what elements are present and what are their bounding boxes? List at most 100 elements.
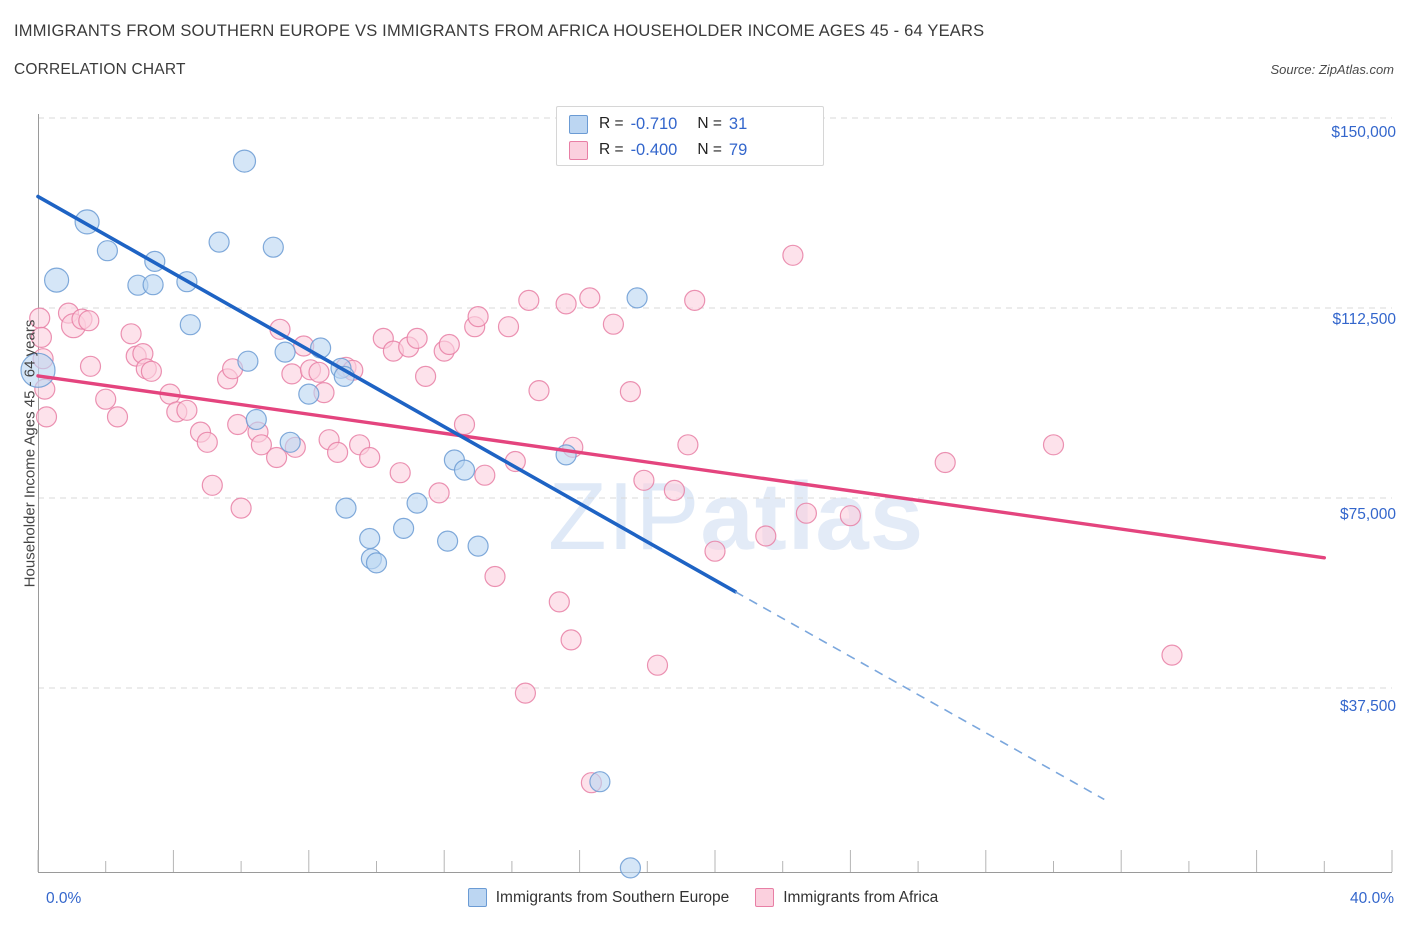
- data-point[interactable]: [250, 434, 272, 456]
- stats-n-value-blue: 31: [728, 114, 748, 133]
- y-tick-112500: $112,500: [1332, 311, 1397, 328]
- data-point[interactable]: [467, 306, 489, 328]
- data-point[interactable]: [327, 441, 349, 463]
- data-point[interactable]: [232, 149, 257, 173]
- data-point[interactable]: [35, 406, 58, 428]
- data-point[interactable]: [298, 383, 320, 405]
- data-point[interactable]: [30, 326, 53, 348]
- data-point[interactable]: [782, 244, 804, 266]
- correlation-stats-box: R = -0.710 N = 31 R = -0.400 N = 79: [556, 106, 824, 166]
- data-point[interactable]: [514, 682, 537, 704]
- data-point[interactable]: [438, 333, 460, 356]
- data-point[interactable]: [176, 399, 198, 421]
- series-immigrants-from-southern-europe: [20, 149, 648, 879]
- trendline-africa: [36, 374, 1327, 560]
- y-axis-title: Householder Income Ages 45 - 64 years: [21, 319, 39, 588]
- data-point[interactable]: [245, 408, 267, 431]
- data-point[interactable]: [262, 236, 284, 258]
- trendline-southern-europe-projection: [734, 591, 1105, 801]
- source-label: Source: ZipAtlas.com: [1270, 62, 1394, 77]
- stats-row-blue: R = -0.710 N = 31: [569, 111, 815, 137]
- data-point[interactable]: [279, 431, 301, 453]
- stats-row-pink: R = -0.400 N = 79: [569, 137, 815, 163]
- data-point[interactable]: [548, 591, 570, 613]
- data-point[interactable]: [497, 316, 520, 338]
- data-point[interactable]: [406, 492, 428, 514]
- data-point[interactable]: [646, 654, 669, 676]
- data-point[interactable]: [95, 388, 117, 410]
- data-point[interactable]: [795, 502, 818, 524]
- chart-subtitle: CORRELATION CHART: [14, 61, 186, 78]
- data-point[interactable]: [365, 552, 388, 574]
- data-point[interactable]: [704, 540, 726, 562]
- data-point[interactable]: [602, 313, 625, 335]
- data-point[interactable]: [79, 355, 102, 377]
- data-point[interactable]: [389, 462, 411, 484]
- data-point[interactable]: [677, 434, 699, 456]
- data-point[interactable]: [626, 287, 648, 309]
- y-tick-150000: $150,000: [1331, 124, 1396, 141]
- data-point[interactable]: [179, 314, 201, 336]
- y-tick-37500: $37,500: [1339, 698, 1396, 715]
- data-point[interactable]: [633, 469, 655, 491]
- stats-n-value-pink: 79: [728, 140, 748, 159]
- data-point[interactable]: [579, 287, 601, 309]
- data-point[interactable]: [393, 517, 415, 540]
- data-point[interactable]: [755, 525, 777, 547]
- data-point[interactable]: [266, 446, 288, 469]
- data-point[interactable]: [140, 360, 162, 382]
- data-point[interactable]: [589, 771, 611, 793]
- data-point[interactable]: [437, 530, 459, 552]
- data-point[interactable]: [359, 527, 381, 550]
- data-point[interactable]: [619, 857, 642, 879]
- data-point[interactable]: [474, 464, 496, 486]
- x-tick-min: 0.0%: [46, 890, 82, 907]
- data-point[interactable]: [230, 497, 252, 519]
- data-point[interactable]: [120, 323, 142, 345]
- data-point[interactable]: [142, 274, 164, 296]
- data-point[interactable]: [453, 413, 476, 436]
- stats-n-label-blue: N =: [697, 115, 722, 132]
- stats-swatch-blue-icon: [569, 114, 588, 134]
- data-point[interactable]: [201, 474, 223, 496]
- data-point[interactable]: [208, 231, 230, 253]
- data-point[interactable]: [528, 380, 550, 402]
- data-point[interactable]: [359, 446, 381, 469]
- data-point[interactable]: [555, 293, 577, 315]
- data-point[interactable]: [428, 482, 450, 504]
- data-point[interactable]: [96, 240, 119, 262]
- data-point[interactable]: [415, 365, 437, 387]
- data-point[interactable]: [560, 629, 582, 651]
- data-point[interactable]: [78, 310, 100, 332]
- data-point[interactable]: [237, 350, 259, 372]
- data-point[interactable]: [518, 289, 540, 311]
- data-point[interactable]: [196, 431, 218, 453]
- data-point[interactable]: [467, 535, 489, 557]
- stats-r-value-blue: -0.710: [630, 114, 678, 133]
- stats-swatch-pink-icon: [569, 140, 588, 160]
- data-point[interactable]: [308, 361, 330, 383]
- data-point[interactable]: [453, 459, 476, 481]
- data-point[interactable]: [684, 289, 706, 311]
- data-point[interactable]: [335, 497, 357, 519]
- y-tick-75000: $75,000: [1339, 506, 1396, 523]
- data-point[interactable]: [839, 505, 862, 527]
- x-tick-max: 40.0%: [1350, 890, 1394, 907]
- data-point[interactable]: [934, 451, 956, 474]
- stats-n-label-pink: N =: [697, 141, 722, 158]
- stats-r-label-pink: R =: [599, 141, 624, 158]
- data-point[interactable]: [281, 363, 303, 385]
- data-point[interactable]: [106, 406, 129, 428]
- page-title: IMMIGRANTS FROM SOUTHERN EUROPE VS IMMIG…: [14, 22, 985, 40]
- data-point[interactable]: [619, 381, 642, 403]
- data-point[interactable]: [1161, 644, 1183, 666]
- data-point[interactable]: [274, 341, 296, 363]
- data-point[interactable]: [663, 479, 686, 501]
- trendline-southern-europe: [36, 194, 738, 594]
- data-point[interactable]: [43, 267, 70, 293]
- data-point[interactable]: [1042, 434, 1065, 456]
- data-point[interactable]: [484, 565, 506, 588]
- data-point[interactable]: [227, 413, 249, 436]
- data-point[interactable]: [406, 327, 428, 349]
